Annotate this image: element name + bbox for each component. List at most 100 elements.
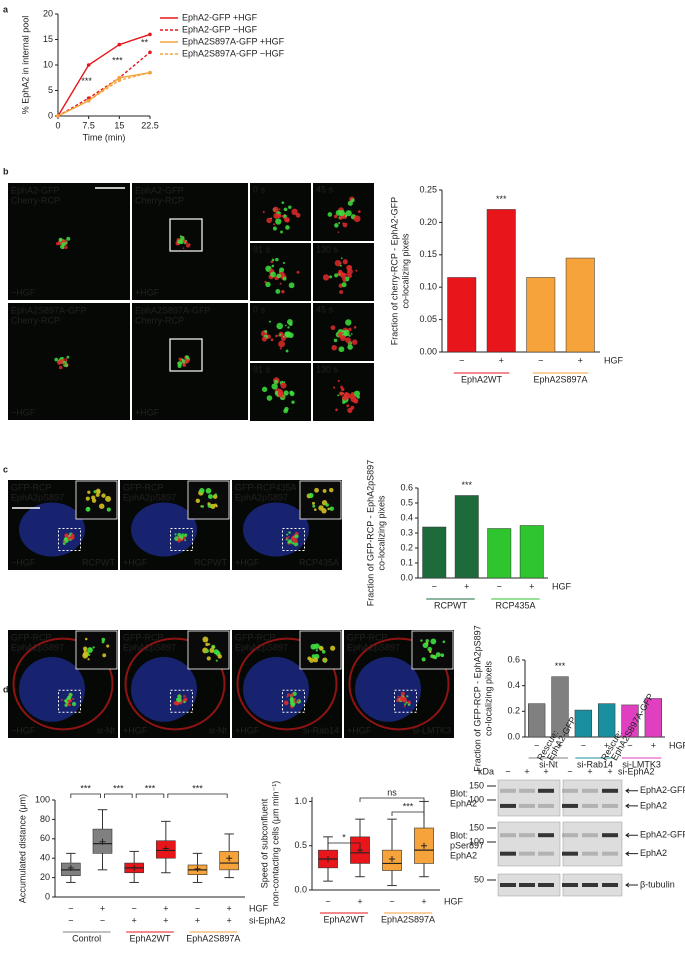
signal bbox=[92, 646, 95, 649]
band bbox=[500, 883, 516, 887]
signal bbox=[347, 200, 353, 206]
micrograph bbox=[8, 183, 130, 300]
image-label: Cherry-RCP bbox=[11, 315, 60, 325]
y-tick-label: 0.10 bbox=[419, 282, 437, 292]
signal bbox=[313, 657, 319, 663]
mean-marker bbox=[226, 855, 233, 862]
signal bbox=[333, 214, 338, 219]
cell-membrane bbox=[348, 637, 450, 731]
image-label: +HGF bbox=[123, 725, 148, 735]
micrograph bbox=[132, 183, 248, 300]
signal bbox=[199, 487, 205, 494]
y-tick-label: 0.6 bbox=[507, 654, 520, 664]
signal bbox=[291, 208, 298, 216]
inset bbox=[299, 480, 342, 520]
signal bbox=[338, 346, 345, 353]
image-label: RCPWT bbox=[82, 557, 115, 567]
x-tick-label: − bbox=[497, 581, 502, 591]
signal bbox=[64, 363, 69, 368]
x-tick-label: − bbox=[534, 740, 539, 750]
band-label: EphA2-GFP bbox=[640, 830, 685, 840]
y-tick-label: 10 bbox=[43, 59, 53, 69]
zoom-box bbox=[170, 528, 193, 551]
signal bbox=[286, 695, 289, 698]
mean-marker bbox=[99, 838, 106, 845]
signal bbox=[281, 290, 285, 294]
signal bbox=[307, 656, 312, 661]
mean-marker bbox=[421, 842, 427, 849]
comparison-bracket bbox=[70, 793, 101, 798]
signal bbox=[288, 531, 291, 534]
signal bbox=[421, 657, 426, 662]
signal bbox=[66, 236, 71, 241]
blot-name: pSer897 bbox=[450, 840, 484, 850]
nucleus bbox=[19, 502, 85, 557]
significance: *** bbox=[461, 480, 472, 490]
image-label: GFP-RCP bbox=[123, 632, 164, 642]
image-label: Cherry-RCP bbox=[135, 315, 184, 325]
signal bbox=[344, 276, 350, 282]
image-label: RCPWT bbox=[194, 557, 227, 567]
signal bbox=[106, 507, 111, 512]
signal bbox=[87, 653, 91, 657]
significance: *** bbox=[555, 661, 566, 671]
significance: ** bbox=[141, 38, 149, 48]
signal bbox=[337, 231, 340, 234]
x-tick-label: + bbox=[163, 915, 168, 925]
timelapse-label: 91 s bbox=[253, 364, 271, 374]
group-label: EphA2S897A bbox=[186, 933, 240, 943]
signal bbox=[344, 392, 351, 399]
image-label: EphA2S897A-GFP bbox=[135, 305, 211, 315]
micrograph bbox=[313, 363, 374, 421]
signal bbox=[264, 280, 267, 284]
signal bbox=[330, 325, 336, 331]
y-axis-label: Speed of subconfluent bbox=[259, 798, 269, 888]
signal bbox=[87, 490, 91, 494]
image-label: Cherry-RCP bbox=[11, 195, 60, 205]
bar bbox=[486, 209, 516, 353]
signal bbox=[98, 503, 105, 509]
y-tick-label: 0.00 bbox=[419, 346, 437, 356]
band bbox=[500, 803, 516, 808]
band bbox=[519, 851, 535, 856]
y-tick-label: 0.1 bbox=[400, 557, 413, 567]
signal bbox=[345, 337, 351, 343]
signal bbox=[339, 290, 344, 294]
timelapse-label: 130 s bbox=[316, 364, 339, 374]
signal bbox=[345, 273, 348, 276]
timelapse-label: 91 s bbox=[253, 244, 271, 254]
signal bbox=[87, 658, 90, 661]
signal bbox=[284, 217, 290, 223]
signal bbox=[343, 329, 350, 337]
y-tick-label: 0.5 bbox=[400, 497, 413, 507]
y-tick-label: 100 bbox=[35, 794, 50, 804]
inset bbox=[411, 630, 454, 670]
signal bbox=[335, 408, 338, 412]
signal bbox=[338, 222, 341, 225]
signal bbox=[268, 320, 272, 323]
y-tick-label: 15 bbox=[43, 34, 53, 44]
group-label: RCP435A bbox=[495, 600, 535, 610]
band-label: β-tubulin bbox=[640, 879, 675, 889]
signal bbox=[407, 703, 411, 706]
signal bbox=[270, 338, 274, 342]
category-axis-label: HGF bbox=[669, 740, 685, 750]
signal bbox=[353, 398, 359, 404]
signal bbox=[60, 699, 63, 702]
signal bbox=[277, 213, 282, 219]
x-tick-label: − bbox=[581, 740, 586, 750]
signal bbox=[435, 652, 441, 658]
image-label: GFP-RCP435A bbox=[235, 482, 297, 492]
category-axis-label: HGF bbox=[444, 896, 464, 906]
signal bbox=[314, 487, 319, 493]
timelapse-label: 45 s bbox=[316, 304, 334, 314]
point bbox=[117, 78, 122, 83]
y-tick-label: 0.2 bbox=[507, 706, 520, 716]
signal bbox=[208, 643, 211, 646]
y-axis-label: non-contacting cells (μm min⁻¹) bbox=[270, 781, 280, 906]
y-tick-label: 0.4 bbox=[400, 512, 413, 522]
band bbox=[562, 833, 578, 838]
signal bbox=[347, 407, 353, 414]
lane-sign: + bbox=[543, 766, 548, 776]
image-label: si-Rab14 bbox=[303, 725, 339, 735]
